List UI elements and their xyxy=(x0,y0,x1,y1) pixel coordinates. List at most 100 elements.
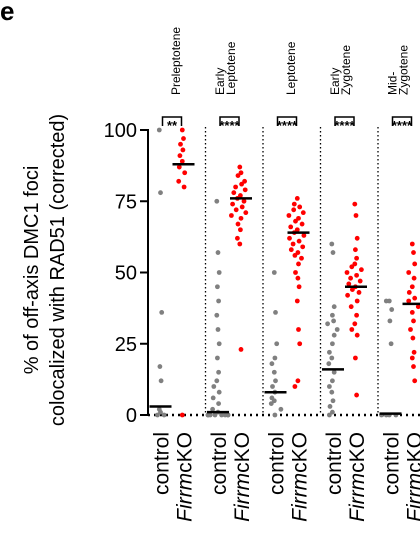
cko-point xyxy=(297,341,303,347)
x-category-suffix: control xyxy=(323,432,346,495)
cko-point xyxy=(239,181,245,187)
cko-point xyxy=(296,261,301,267)
cko-point xyxy=(353,213,359,218)
cko-point xyxy=(356,290,362,295)
x-category-label: FirrmcKO xyxy=(231,432,254,522)
x-category-label: FirrmcKO xyxy=(174,432,197,522)
control-point xyxy=(334,327,340,332)
cko-point xyxy=(177,153,183,159)
cko-point xyxy=(348,304,354,310)
significance-label: **** xyxy=(392,118,413,133)
control-point xyxy=(273,310,278,315)
x-category-gene: Firrm xyxy=(404,473,420,522)
cko-point xyxy=(300,244,306,250)
cko-point xyxy=(181,136,186,141)
cko-point xyxy=(238,227,243,233)
control-point xyxy=(216,298,222,304)
cko-point xyxy=(354,298,360,304)
significance-bracket xyxy=(219,116,240,126)
cko-point xyxy=(354,255,359,261)
stage-label: Early xyxy=(328,68,342,95)
control-point xyxy=(330,341,335,347)
cko-point xyxy=(300,210,306,216)
control-point xyxy=(214,198,220,204)
cko-point xyxy=(241,198,247,204)
cko-point xyxy=(411,250,416,255)
cko-point xyxy=(354,392,359,398)
x-category-suffix: cKO xyxy=(174,432,197,473)
cko-point xyxy=(411,318,416,324)
x-category-label: control xyxy=(208,432,231,495)
control-point xyxy=(383,298,389,304)
cko-point xyxy=(295,250,301,255)
significance-bracket xyxy=(161,116,183,126)
stage-label: Leptotene xyxy=(284,41,298,95)
cko-point xyxy=(179,412,185,418)
cko-point xyxy=(242,187,248,193)
significance-label: **** xyxy=(219,118,240,133)
cko-point xyxy=(182,170,188,176)
cko-point xyxy=(181,184,187,190)
x-category-gene: Firrm xyxy=(346,473,369,522)
control-point xyxy=(216,369,222,375)
cko-point xyxy=(176,178,182,184)
cko-point xyxy=(231,190,237,196)
cko-point xyxy=(296,284,302,290)
cko-point xyxy=(350,287,355,292)
x-category-label: FirrmcKO xyxy=(289,432,312,522)
cko-point xyxy=(243,210,249,216)
cko-point xyxy=(415,304,420,310)
control-point xyxy=(205,412,211,418)
control-point xyxy=(214,312,220,318)
cko-point xyxy=(295,275,301,281)
cko-point xyxy=(235,235,240,241)
cko-point xyxy=(412,295,418,301)
cko-point xyxy=(346,281,352,287)
cko-point xyxy=(230,201,236,207)
cko-point xyxy=(238,215,244,221)
cko-point xyxy=(178,141,183,147)
control-point xyxy=(330,378,335,384)
cko-point xyxy=(354,235,360,241)
cko-point xyxy=(238,347,244,352)
cko-point xyxy=(294,196,300,201)
control-point xyxy=(225,412,231,418)
cko-point xyxy=(345,292,350,298)
cko-point xyxy=(411,349,417,355)
control-point xyxy=(158,378,164,384)
x-category-suffix: control xyxy=(266,432,289,495)
y-tick-label: 50 xyxy=(115,263,137,285)
x-category-gene: Firrm xyxy=(289,473,312,522)
cko-point xyxy=(286,213,292,218)
cko-point xyxy=(411,275,417,281)
y-tick-label: 0 xyxy=(126,405,137,427)
cko-point xyxy=(233,207,239,213)
cko-point xyxy=(352,321,358,327)
control-point xyxy=(212,412,218,418)
significance-bracket xyxy=(276,116,298,126)
control-point xyxy=(388,341,394,347)
y-axis-title-line: colocalized with RAD51 (corrected) xyxy=(47,114,69,426)
cko-point xyxy=(410,335,416,341)
cko-point xyxy=(406,270,412,275)
control-point xyxy=(273,378,278,384)
control-point xyxy=(216,270,222,275)
stage-label: Preleptotene xyxy=(169,27,183,95)
cko-point xyxy=(295,378,301,384)
cko-point xyxy=(409,241,415,247)
control-point xyxy=(331,304,337,310)
control-point xyxy=(327,404,333,409)
x-category-suffix: cKO xyxy=(404,432,420,473)
cko-point xyxy=(292,253,298,258)
cko-point xyxy=(179,127,185,133)
cko-point xyxy=(179,158,185,164)
cko-point xyxy=(238,193,243,198)
cko-point xyxy=(242,178,248,184)
x-category-label: control xyxy=(381,432,404,495)
control-point xyxy=(326,361,332,367)
control-point xyxy=(210,406,216,412)
x-category-label: control xyxy=(323,432,346,495)
cko-point xyxy=(297,204,303,210)
control-point xyxy=(278,406,284,412)
control-point xyxy=(216,389,222,395)
